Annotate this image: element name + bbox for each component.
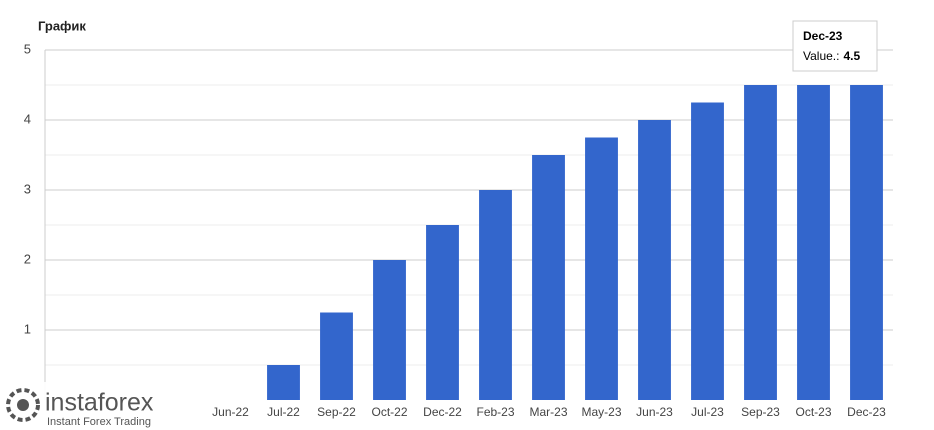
bar xyxy=(691,102,724,400)
bar xyxy=(797,85,830,400)
bar xyxy=(479,190,512,400)
x-tick-label: Dec-22 xyxy=(423,405,462,419)
tooltip-number: 4.5 xyxy=(843,49,860,63)
bar xyxy=(744,85,777,400)
bar xyxy=(320,312,353,400)
x-tick-label: Sep-22 xyxy=(317,405,356,419)
tooltip-category: Dec-23 xyxy=(803,29,843,43)
x-tick-label: Jul-22 xyxy=(267,405,300,419)
y-tick-label: 4 xyxy=(24,111,31,126)
bar xyxy=(585,137,618,400)
bar xyxy=(850,85,883,400)
bar xyxy=(638,120,671,400)
bar xyxy=(267,365,300,400)
x-tick-label: May-23 xyxy=(581,405,621,419)
x-tick-label: Jul-23 xyxy=(691,405,724,419)
x-tick-label: Feb-23 xyxy=(476,405,514,419)
y-tick-label: 1 xyxy=(24,321,31,336)
x-tick-label: Dec-23 xyxy=(847,405,886,419)
bar xyxy=(373,260,406,400)
tooltip: Dec-23 Value.: 4.5 xyxy=(792,20,878,72)
bar xyxy=(532,155,565,400)
logo-icon xyxy=(6,388,40,422)
x-tick-label: Jun-22 xyxy=(212,405,249,419)
brand: instaforex xyxy=(45,389,154,417)
tooltip-box xyxy=(792,20,878,72)
x-tick-label: Oct-23 xyxy=(795,405,831,419)
y-tick-label: 2 xyxy=(24,251,31,266)
y-tick-label: 5 xyxy=(24,41,31,56)
tagline: Instant Forex Trading xyxy=(47,416,151,428)
logo-core xyxy=(17,399,29,411)
x-tick-label: Sep-23 xyxy=(741,405,780,419)
tooltip-label: Value.: xyxy=(803,49,839,63)
bar xyxy=(426,225,459,400)
tooltip-value: Value.: 4.5 xyxy=(803,49,860,63)
x-tick-label: Jun-23 xyxy=(636,405,673,419)
y-tick-label: 3 xyxy=(24,181,31,196)
chart-title: График xyxy=(38,18,86,33)
x-tick-label: Mar-23 xyxy=(529,405,567,419)
x-tick-label: Oct-22 xyxy=(371,405,407,419)
